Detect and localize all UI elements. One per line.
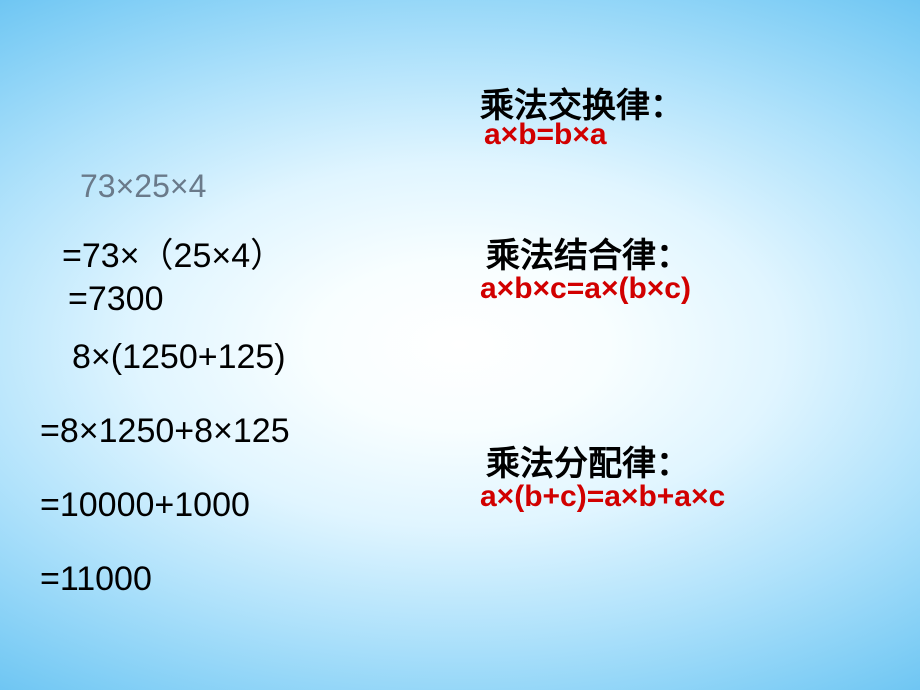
law1-formula: a×b=b×a [484, 118, 607, 152]
expr2-line3: =10000+1000 [40, 486, 250, 525]
law3-title: 乘法分配律： [486, 436, 690, 485]
law3-formula: a×(b+c)=a×b+a×c [480, 480, 725, 514]
expr1-line1: 73×25×4 [80, 168, 206, 205]
expr2-line1: 8×(1250+125) [72, 338, 286, 377]
expr1-line2: =73×（25×4） [62, 228, 284, 277]
slide: 73×25×4 =73×（25×4） =7300 8×(1250+125) =8… [0, 0, 920, 690]
expr2-line4: =11000 [40, 560, 152, 599]
law2-title: 乘法结合律： [486, 228, 690, 277]
law2-formula: a×b×c=a×(b×c) [480, 272, 691, 306]
expr1-line3: =7300 [68, 280, 164, 319]
expr2-line2: =8×1250+8×125 [40, 412, 290, 451]
